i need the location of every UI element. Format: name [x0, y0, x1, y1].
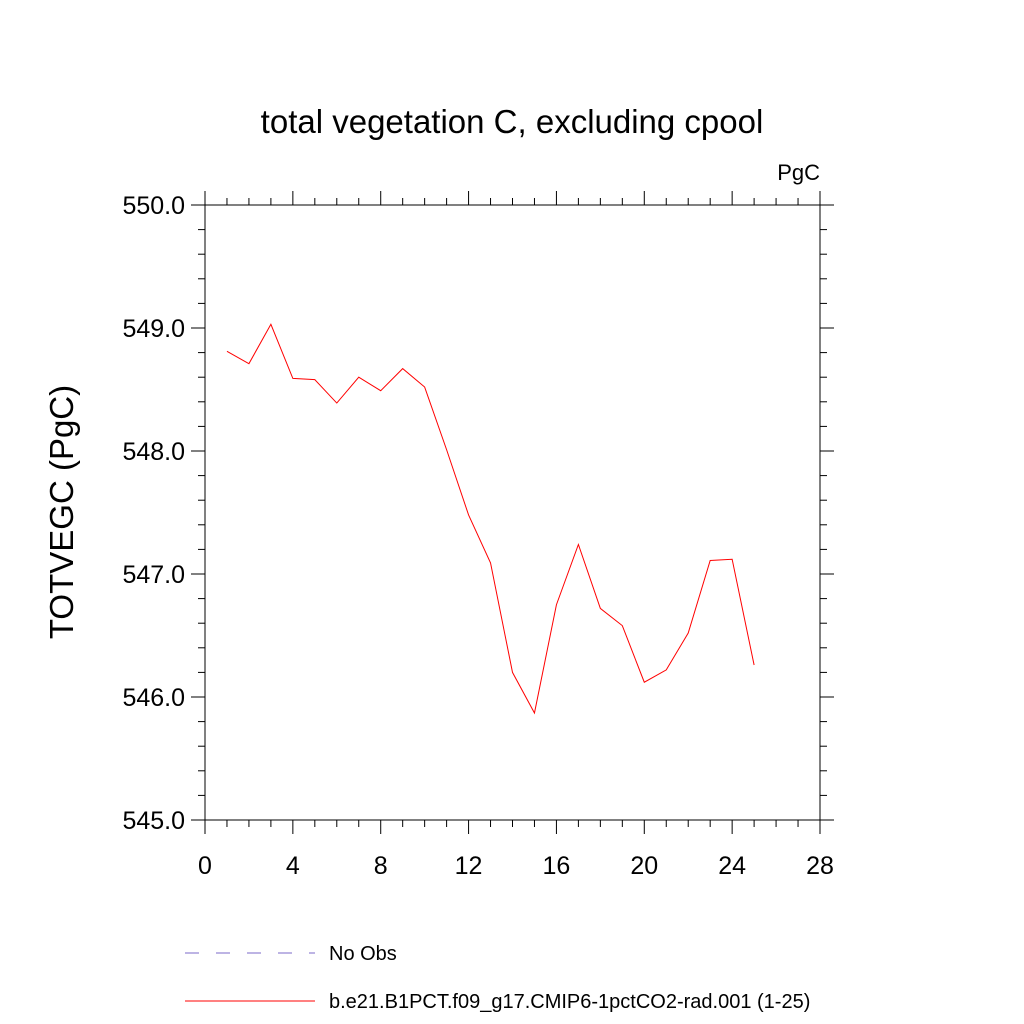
y-tick-label: 550.0	[122, 192, 185, 220]
chart-title: total vegetation C, excluding cpool	[261, 103, 764, 140]
y-tick-label: 548.0	[122, 438, 185, 466]
x-tick-label: 8	[374, 852, 388, 880]
units-label: PgC	[777, 160, 820, 185]
axis-ticks	[191, 191, 834, 834]
x-tick-label: 16	[543, 852, 571, 880]
x-tick-label: 4	[286, 852, 300, 880]
y-tick-label: 549.0	[122, 315, 185, 343]
x-tick-label: 20	[630, 852, 658, 880]
y-tick-label: 545.0	[122, 807, 185, 835]
y-axis-label: TOTVEGC (PgC)	[43, 385, 80, 639]
x-tick-label: 24	[718, 852, 746, 880]
y-tick-label: 546.0	[122, 684, 185, 712]
legend: No Obs b.e21.B1PCT.f09_g17.CMIP6-1pctCO2…	[185, 943, 810, 1013]
y-tick-label: 547.0	[122, 561, 185, 589]
legend-label-no-obs: No Obs	[329, 943, 397, 965]
series-line-1	[226, 323, 755, 715]
x-tick-label: 12	[455, 852, 483, 880]
x-tick-label: 28	[806, 852, 834, 880]
series-lines	[226, 323, 755, 715]
plot-frame	[204, 204, 821, 821]
legend-label-model-run: b.e21.B1PCT.f09_g17.CMIP6-1pctCO2-rad.00…	[329, 991, 810, 1013]
x-tick-label: 0	[198, 852, 212, 880]
axis-tick-labels: 0 4 8 12 16 20 24 28 545.0 546.0 547.0 548.0 549.0 55…	[122, 192, 833, 880]
